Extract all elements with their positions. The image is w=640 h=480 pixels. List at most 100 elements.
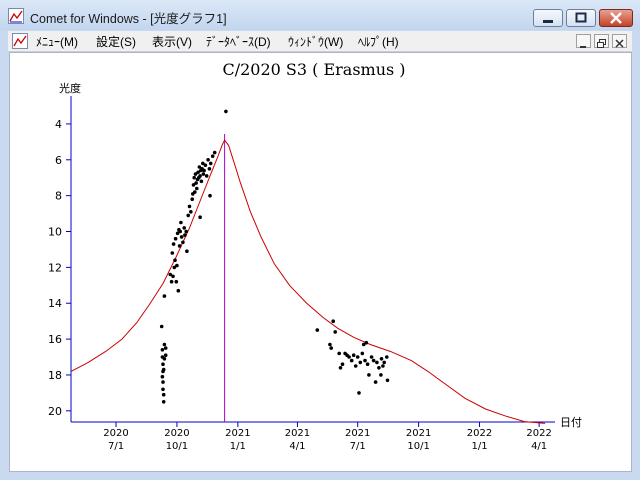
x-tick-date-label: 4/1: [531, 441, 547, 452]
observation-point: [183, 233, 187, 237]
observation-point: [193, 172, 198, 176]
close-icon: [615, 39, 624, 48]
observation-point: [199, 179, 204, 184]
observation-point: [194, 181, 198, 185]
observation-point: [360, 351, 365, 356]
observation-point: [189, 210, 193, 214]
observation-point: [190, 197, 194, 201]
observation-point: [351, 353, 356, 358]
observation-point: [161, 362, 165, 367]
observation-point: [159, 324, 164, 329]
observation-point: [340, 362, 345, 367]
observation-point: [201, 172, 206, 176]
minimize-icon: [543, 20, 553, 23]
x-tick-date-label: 7/1: [350, 441, 366, 452]
x-tick-date-label: 10/1: [407, 441, 429, 452]
observation-point: [338, 366, 343, 370]
observation-point: [171, 242, 176, 246]
observation-point: [204, 174, 209, 178]
observation-point: [193, 190, 197, 194]
observation-point: [381, 364, 385, 368]
maximize-button[interactable]: [566, 9, 596, 27]
child-close-button[interactable]: [612, 34, 627, 48]
menu-item-menu[interactable]: ﾒﾆｭｰ(M): [36, 35, 78, 49]
observation-point: [191, 183, 196, 187]
observation-point: [198, 174, 202, 178]
x-axis-label: 日付: [560, 416, 582, 429]
child-minimize-button[interactable]: [576, 34, 591, 48]
observation-point: [379, 373, 383, 377]
observation-point: [162, 342, 167, 347]
minimize-icon: [580, 46, 586, 48]
observation-point: [206, 158, 210, 162]
observation-point: [161, 387, 165, 392]
observation-point: [173, 236, 178, 241]
observation-point: [377, 366, 381, 370]
observation-point: [185, 249, 189, 253]
menu-item-database[interactable]: ﾃﾞｰﾀﾍﾞｰｽ(D): [206, 35, 271, 49]
observation-point: [347, 355, 351, 359]
y-tick-label: 10: [48, 226, 62, 239]
close-button[interactable]: [599, 9, 633, 27]
observation-point: [161, 367, 166, 372]
observation-point: [198, 215, 202, 219]
observation-point: [375, 360, 379, 365]
observation-point: [337, 351, 342, 356]
observation-point: [224, 109, 228, 114]
minimize-button[interactable]: [533, 9, 563, 27]
x-tick-date-label: 1/1: [230, 441, 246, 452]
observation-point: [385, 355, 389, 359]
observation-point: [196, 170, 200, 175]
y-axis-label: 光度: [59, 81, 81, 95]
x-tick-date-label: 4/1: [289, 441, 305, 452]
x-tick-year-label: 2021: [285, 428, 310, 439]
observation-point: [162, 294, 167, 298]
x-tick-year-label: 2021: [345, 428, 370, 439]
window-title: Comet for Windows - [光度グラフ1]: [30, 12, 227, 26]
x-tick-date-label: 10/1: [166, 441, 188, 452]
menu-item-view[interactable]: 表示(V): [152, 35, 192, 49]
observation-point: [367, 373, 371, 377]
observation-point: [331, 319, 336, 324]
observation-point: [163, 346, 168, 350]
observation-point: [161, 392, 166, 397]
observation-point: [192, 175, 196, 180]
observation-point: [328, 342, 332, 347]
menu-item-window[interactable]: ｳｨﾝﾄﾞｳ(W): [288, 35, 344, 49]
x-tick-year-label: 2022: [467, 428, 492, 439]
observation-point: [195, 186, 199, 191]
observation-point: [208, 161, 213, 166]
document-graph-icon[interactable]: [12, 33, 28, 49]
observation-point: [379, 357, 384, 361]
observation-point: [179, 235, 184, 239]
observation-point: [357, 391, 361, 395]
predicted-magnitude-curve: [70, 139, 546, 424]
observation-point: [197, 165, 202, 169]
observation-point: [182, 226, 186, 230]
maximize-icon: [575, 12, 587, 23]
observation-point: [212, 150, 217, 155]
title-bar[interactable]: Comet for Windows - [光度グラフ1]: [0, 0, 640, 30]
observation-point: [187, 204, 192, 209]
observation-point: [181, 240, 185, 245]
x-tick-year-label: 2021: [225, 428, 250, 439]
observation-point: [358, 360, 363, 365]
observation-point: [170, 251, 175, 255]
observation-point: [178, 229, 182, 234]
graph-app-icon: [8, 8, 24, 24]
chart-title: C/2020 S3 ( Erasmus ): [222, 60, 405, 79]
y-tick-label: 20: [48, 405, 62, 418]
menu-item-help[interactable]: ﾍﾙﾌﾟ(H): [358, 35, 399, 49]
observation-point: [169, 279, 174, 284]
y-tick-label: 18: [48, 369, 62, 382]
menu-item-settings[interactable]: 設定(S): [96, 35, 136, 49]
observation-point: [179, 220, 183, 225]
observation-point: [208, 193, 212, 198]
observation-point: [353, 364, 358, 368]
light-curve-chart: C/2020 S3 ( Erasmus ) 光度 日付 4 6 8 10 12 14 16 1…: [48, 60, 582, 452]
observation-point: [202, 168, 206, 173]
restore-icon: [597, 39, 606, 48]
child-restore-button[interactable]: [594, 34, 609, 48]
observation-point: [160, 374, 165, 379]
observation-point: [203, 163, 208, 167]
